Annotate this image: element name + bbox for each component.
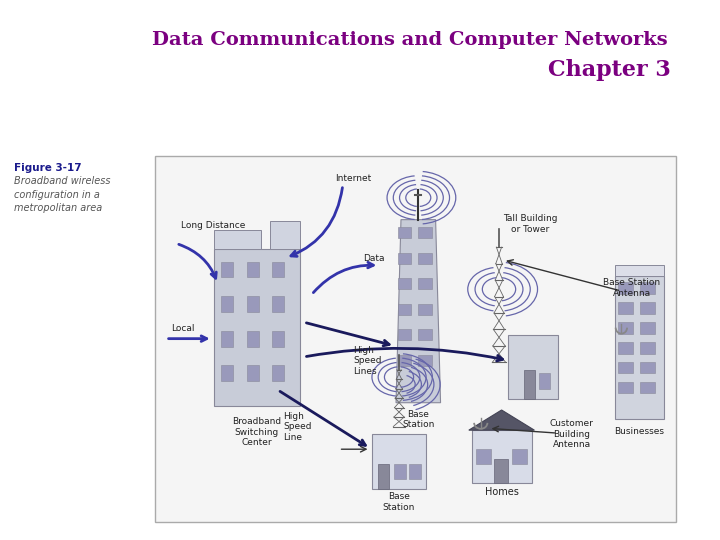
Text: Homes: Homes	[485, 487, 518, 497]
Bar	[272, 331, 284, 347]
Bar	[418, 253, 432, 264]
Bar	[618, 362, 633, 374]
Bar	[640, 282, 655, 294]
Bar	[418, 304, 432, 315]
Text: Local: Local	[171, 324, 194, 333]
Bar	[270, 221, 300, 249]
Bar	[472, 430, 531, 483]
Polygon shape	[469, 410, 534, 430]
Bar	[214, 230, 261, 249]
Bar	[397, 253, 411, 264]
Text: Base Station
Antenna: Base Station Antenna	[603, 278, 660, 298]
Bar	[495, 460, 508, 483]
Bar	[397, 355, 411, 366]
Bar	[615, 265, 665, 276]
Text: Broadband wireless
configuration in a
metropolitan area: Broadband wireless configuration in a me…	[14, 177, 110, 213]
Bar	[524, 370, 535, 399]
Bar	[246, 261, 258, 277]
Text: Broadband
Switching
Center: Broadband Switching Center	[233, 417, 282, 447]
Text: High
Speed
Line: High Speed Line	[283, 412, 312, 442]
Bar	[418, 227, 432, 238]
Bar	[640, 362, 655, 374]
Bar	[397, 227, 411, 238]
Bar	[618, 322, 633, 334]
Bar	[640, 302, 655, 314]
Polygon shape	[396, 220, 441, 403]
Text: Internet: Internet	[335, 174, 372, 183]
Bar	[539, 374, 549, 389]
Bar	[640, 342, 655, 354]
Bar	[246, 366, 258, 381]
Bar	[418, 355, 432, 366]
Bar	[418, 329, 432, 341]
Bar	[372, 434, 426, 489]
Bar	[272, 366, 284, 381]
Text: Base
Station: Base Station	[402, 410, 434, 429]
Bar	[394, 464, 405, 480]
Bar	[378, 464, 390, 489]
Text: Customer
Building
Antenna: Customer Building Antenna	[550, 419, 594, 449]
Bar	[397, 304, 411, 315]
Bar	[618, 382, 633, 394]
Text: Chapter 3: Chapter 3	[548, 59, 671, 81]
Bar	[512, 449, 527, 464]
Bar	[397, 329, 411, 341]
Bar	[618, 302, 633, 314]
FancyBboxPatch shape	[156, 156, 676, 522]
Text: Tall Building
or Tower: Tall Building or Tower	[503, 214, 557, 234]
Bar	[640, 322, 655, 334]
Bar	[618, 282, 633, 294]
Bar	[272, 261, 284, 277]
Bar	[214, 249, 300, 407]
Bar	[221, 296, 233, 312]
Bar	[246, 296, 258, 312]
Text: Figure 3-17: Figure 3-17	[14, 163, 81, 173]
Bar	[508, 335, 557, 399]
Bar	[618, 342, 633, 354]
Bar	[221, 331, 233, 347]
Text: Businesses: Businesses	[615, 427, 665, 436]
Bar	[409, 464, 421, 480]
Bar	[221, 366, 233, 381]
Text: Long Distance: Long Distance	[181, 221, 246, 231]
Bar	[640, 382, 655, 394]
Bar	[246, 331, 258, 347]
Text: Base
Station: Base Station	[383, 492, 415, 512]
Text: High
Speed
Lines: High Speed Lines	[354, 346, 382, 376]
Text: Data: Data	[364, 254, 385, 264]
Bar	[418, 278, 432, 289]
Bar	[397, 278, 411, 289]
Bar	[615, 276, 665, 419]
Text: Data Communications and Computer Networks: Data Communications and Computer Network…	[152, 31, 667, 49]
Bar	[477, 449, 492, 464]
Bar	[221, 261, 233, 277]
Bar	[272, 296, 284, 312]
